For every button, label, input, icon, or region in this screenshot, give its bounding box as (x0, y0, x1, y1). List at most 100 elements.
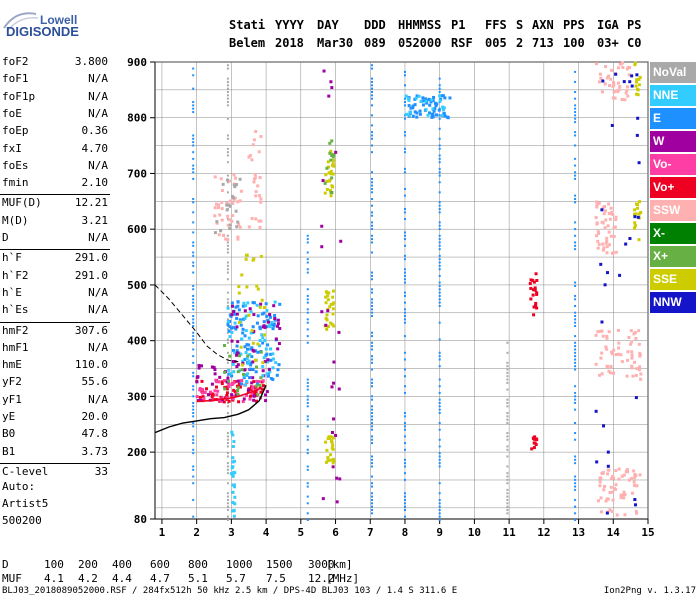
echo-point (245, 253, 249, 257)
streak-point (192, 164, 195, 167)
streak-point (506, 448, 509, 451)
echo-point (210, 365, 214, 369)
echo-point (244, 314, 248, 318)
echo-point (225, 203, 229, 207)
echo-point (228, 179, 232, 183)
echo-point (419, 99, 423, 103)
echo-point (241, 327, 245, 331)
echo-point (213, 367, 217, 371)
header-value-8: 713 (532, 36, 554, 50)
auto-line-1: Auto: (2, 480, 36, 493)
echo-point (594, 62, 598, 66)
streak-point (438, 505, 441, 508)
streak-point (306, 485, 309, 488)
echo-point (442, 106, 446, 110)
echo-point (248, 397, 252, 401)
streak-point (306, 415, 309, 418)
streak-point (574, 70, 577, 73)
legend-sse: SSE (650, 269, 696, 290)
echo-point (435, 113, 439, 117)
streak-point (574, 157, 577, 160)
param-key: h`F2 (2, 268, 29, 282)
echo-point (637, 212, 641, 216)
echo-point (260, 387, 264, 391)
echo-point (331, 185, 335, 189)
y-tick-label: 800 (127, 112, 147, 125)
echo-point (240, 363, 244, 367)
echo-point (421, 96, 425, 100)
echo-point (254, 190, 258, 194)
streak-point (370, 191, 373, 194)
echo-point (596, 239, 600, 243)
echo-point (232, 470, 236, 474)
legend-nnw: NNW (650, 292, 696, 313)
streak-point (574, 121, 577, 124)
echo-point (427, 111, 431, 115)
streak-point (438, 304, 441, 307)
streak-point (574, 244, 577, 247)
param-value: 3.21 (81, 213, 109, 227)
echo-point (230, 430, 234, 434)
echo-point (277, 363, 281, 367)
streak-point (192, 475, 195, 478)
echo-point (233, 176, 237, 180)
echo-point (407, 104, 411, 108)
header-label-9: PPS (563, 18, 585, 32)
echo-point (443, 114, 447, 118)
echo-point (637, 329, 641, 333)
streak-point (403, 391, 406, 394)
digisonde-logo (0, 6, 62, 36)
streak-point (506, 478, 509, 481)
echo-point (257, 150, 261, 154)
echo-point (618, 273, 622, 277)
header-label-7: S (516, 18, 524, 32)
legend-noval: NoVal (650, 62, 696, 83)
echo-point (331, 465, 335, 469)
streak-point (370, 495, 373, 498)
echo-point (633, 208, 637, 212)
echo-point (609, 234, 613, 238)
echo-point (239, 189, 243, 193)
echo-point (241, 304, 245, 308)
streak-point (574, 298, 577, 301)
streak-point (438, 77, 441, 80)
streak-point (370, 151, 373, 154)
streak-point (574, 365, 577, 368)
streak-point (226, 405, 229, 408)
y-tick-label: 600 (127, 223, 147, 236)
echo-point (243, 309, 247, 313)
streak-point (574, 164, 577, 167)
echo-point (603, 209, 607, 213)
echo-point (625, 89, 629, 93)
header-label-1: YYYY (275, 18, 304, 32)
echo-point (252, 301, 256, 305)
echo-point (266, 318, 270, 322)
echo-point (266, 360, 270, 364)
streak-point (438, 147, 441, 150)
echo-point (415, 111, 419, 115)
m-value: 7.5 (266, 572, 286, 585)
echo-point (428, 103, 432, 107)
echo-point (247, 343, 251, 347)
streak-point (370, 508, 373, 511)
echo-point (435, 102, 439, 106)
streak-point (574, 512, 577, 515)
echo-point (277, 342, 281, 346)
echo-point (233, 196, 237, 200)
echo-point (195, 395, 199, 399)
param-value: 0.36 (81, 124, 109, 138)
streak-point (438, 508, 441, 511)
streak-point (574, 201, 577, 204)
streak-point (506, 455, 509, 458)
streak-point (370, 485, 373, 488)
echo-point (337, 330, 341, 334)
echo-point (269, 347, 273, 351)
streak-point (306, 241, 309, 244)
streak-point (574, 234, 577, 237)
streak-point (370, 228, 373, 231)
echo-point (328, 141, 332, 145)
echo-point (243, 316, 247, 320)
echo-point (238, 318, 242, 322)
param-value: N/A (88, 303, 108, 317)
